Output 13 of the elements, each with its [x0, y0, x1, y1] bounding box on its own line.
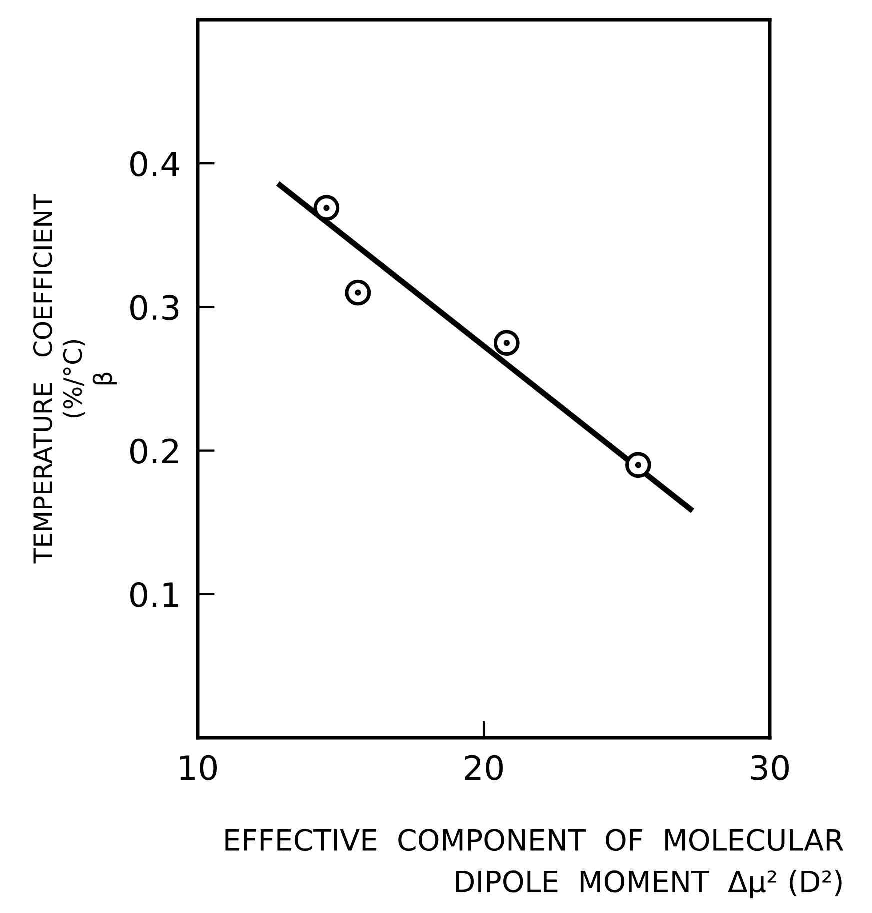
y-tick-label: 0.3: [130, 295, 179, 320]
y-axis-title: TEMPERATURE COEFFICIENT (%/°C) β: [33, 194, 118, 564]
y-tick-label: 0.1: [130, 582, 178, 608]
y-tick-label: 0.2: [130, 438, 178, 464]
x-tick-label: 20: [465, 755, 503, 780]
point: [494, 330, 520, 356]
point: [626, 452, 652, 478]
point: [314, 195, 340, 222]
x-axis-title: EFFECTIVE COMPONENT OF MOLECULAR DIPOLE MOMENT Δμ² (D²): [226, 829, 844, 898]
y-tick-label: 0.4: [130, 152, 180, 177]
x-tick-label: 30: [751, 755, 789, 780]
point: [345, 280, 372, 306]
x-tick-label: 10: [180, 755, 217, 780]
